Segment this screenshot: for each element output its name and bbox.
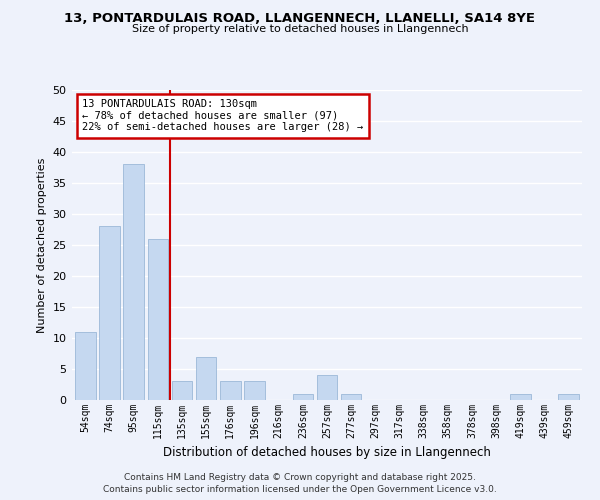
Bar — [99, 226, 120, 400]
Bar — [244, 382, 265, 400]
Text: 13 PONTARDULAIS ROAD: 130sqm
← 78% of detached houses are smaller (97)
22% of se: 13 PONTARDULAIS ROAD: 130sqm ← 78% of de… — [82, 100, 364, 132]
Text: 13, PONTARDULAIS ROAD, LLANGENNECH, LLANELLI, SA14 8YE: 13, PONTARDULAIS ROAD, LLANGENNECH, LLAN… — [65, 12, 536, 26]
Y-axis label: Number of detached properties: Number of detached properties — [37, 158, 47, 332]
Bar — [196, 356, 217, 400]
Text: Contains HM Land Registry data © Crown copyright and database right 2025.: Contains HM Land Registry data © Crown c… — [124, 472, 476, 482]
Bar — [510, 394, 530, 400]
X-axis label: Distribution of detached houses by size in Llangennech: Distribution of detached houses by size … — [163, 446, 491, 460]
Bar — [293, 394, 313, 400]
Text: Contains public sector information licensed under the Open Government Licence v3: Contains public sector information licen… — [103, 485, 497, 494]
Text: Size of property relative to detached houses in Llangennech: Size of property relative to detached ho… — [131, 24, 469, 34]
Bar — [220, 382, 241, 400]
Bar — [341, 394, 361, 400]
Bar — [124, 164, 144, 400]
Bar — [75, 332, 95, 400]
Bar — [317, 375, 337, 400]
Bar — [559, 394, 579, 400]
Bar — [148, 239, 168, 400]
Bar — [172, 382, 192, 400]
